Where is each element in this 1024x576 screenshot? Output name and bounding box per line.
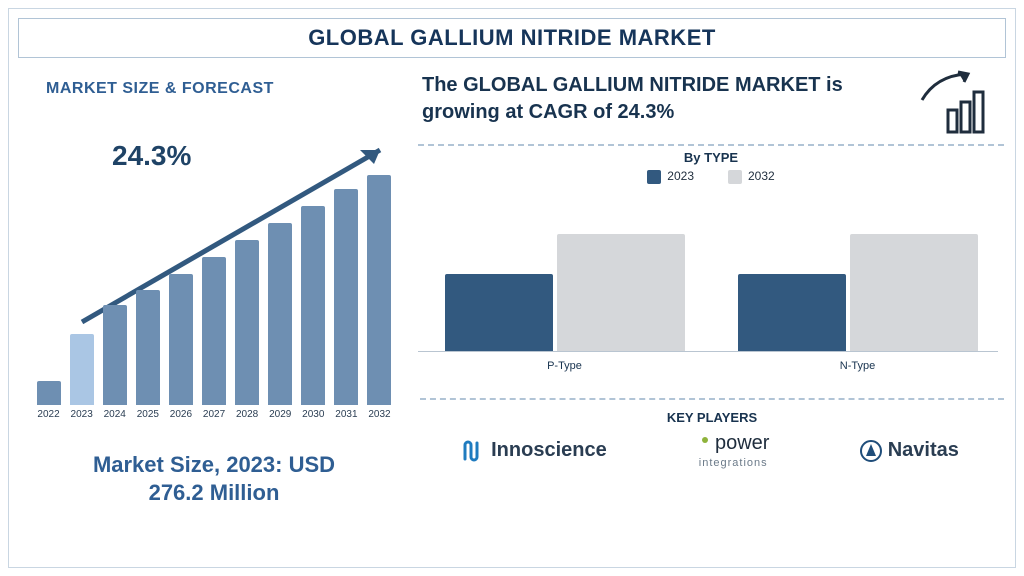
forecast-bar-year: 2026	[170, 409, 192, 420]
pi-dot-icon	[697, 436, 713, 452]
market-size-caption: Market Size, 2023: USD 276.2 Million	[24, 451, 404, 506]
type-chart: P-TypeN-Type	[418, 192, 1004, 372]
key-players-logos: Innoscience power integrations Navitas	[416, 432, 1004, 469]
forecast-bar-col: 2031	[332, 189, 361, 420]
forecast-bar-col: 2028	[233, 240, 262, 420]
logo-innoscience: Innoscience	[461, 439, 607, 463]
market-size-line2: 276.2 Million	[149, 480, 280, 505]
forecast-bar	[235, 240, 259, 405]
type-chart-baseline	[418, 351, 998, 352]
forecast-bar	[103, 305, 127, 405]
forecast-bar	[202, 257, 226, 405]
forecast-bar-year: 2028	[236, 409, 258, 420]
forecast-bar	[70, 334, 94, 405]
forecast-bar-col: 2027	[199, 257, 228, 420]
forecast-bar-year: 2032	[368, 409, 390, 420]
forecast-bar-col: 2023	[67, 334, 96, 420]
forecast-bar	[37, 381, 61, 405]
forecast-bar-year: 2023	[71, 409, 93, 420]
forecast-bar	[301, 206, 325, 405]
forecast-bar-col: 2030	[299, 206, 328, 420]
logo-navitas: Navitas	[860, 439, 959, 462]
key-players-heading-text: KEY PLAYERS	[667, 410, 757, 425]
forecast-bar	[268, 223, 292, 405]
type-category-label: P-Type	[418, 360, 711, 372]
forecast-bar-year: 2022	[37, 409, 59, 420]
forecast-bar-col: 2032	[365, 175, 394, 420]
growth-chart-icon	[918, 66, 988, 136]
forecast-bar-year: 2027	[203, 409, 225, 420]
type-bar-group	[711, 192, 1004, 352]
type-bar	[557, 234, 685, 352]
forecast-bar-col: 2025	[133, 290, 162, 420]
type-chart-title: By TYPE	[418, 150, 1004, 165]
forecast-bar-chart: 2022 2023 2024 2025 2026 2027 2028 2029 2030 2031…	[34, 190, 394, 420]
legend-swatch	[647, 170, 661, 184]
forecast-bar-col: 2024	[100, 305, 129, 420]
legend-item: 2032	[728, 169, 775, 184]
legend-swatch	[728, 170, 742, 184]
market-size-line1: Market Size, 2023: USD	[93, 452, 335, 477]
page-title: GLOBAL GALLIUM NITRIDE MARKET	[18, 18, 1006, 58]
navitas-icon	[860, 440, 882, 462]
forecast-bar-year: 2025	[137, 409, 159, 420]
legend-item: 2023	[647, 169, 694, 184]
logo-pi-sub: integrations	[699, 457, 768, 469]
type-bar	[445, 274, 553, 352]
forecast-bar-year: 2024	[104, 409, 126, 420]
type-bar	[850, 234, 978, 352]
forecast-bar-col: 2029	[266, 223, 295, 420]
left-panel: MARKET SIZE & FORECAST 24.3% 20222023202…	[24, 68, 404, 538]
forecast-bar-col: 2026	[166, 274, 195, 420]
logo-power-integrations: power integrations	[697, 432, 769, 469]
type-bar-group	[418, 192, 711, 352]
logo-navitas-text: Navitas	[888, 439, 959, 462]
forecast-heading: MARKET SIZE & FORECAST	[46, 80, 404, 98]
forecast-bar-year: 2029	[269, 409, 291, 420]
forecast-bar	[169, 274, 193, 405]
page-title-text: GLOBAL GALLIUM NITRIDE MARKET	[308, 25, 716, 50]
forecast-bar	[136, 290, 160, 405]
forecast-bar	[334, 189, 358, 405]
logo-innoscience-text: Innoscience	[491, 439, 607, 462]
logo-pi-text: power	[715, 432, 769, 455]
forecast-bar-year: 2031	[335, 409, 357, 420]
growth-sentence: The GLOBAL GALLIUM NITRIDE MARKET is gro…	[418, 72, 1004, 126]
type-bar	[738, 274, 846, 352]
innoscience-icon	[461, 439, 485, 463]
type-category-label: N-Type	[711, 360, 1004, 372]
key-players-heading: KEY PLAYERS	[420, 398, 1004, 425]
forecast-bar	[367, 175, 391, 405]
divider-dashed	[418, 144, 1004, 146]
type-chart-legend: 2023 2032	[418, 169, 1004, 184]
forecast-bar-col: 2022	[34, 381, 63, 420]
forecast-bar-year: 2030	[302, 409, 324, 420]
right-panel: The GLOBAL GALLIUM NITRIDE MARKET is gro…	[418, 72, 1004, 372]
